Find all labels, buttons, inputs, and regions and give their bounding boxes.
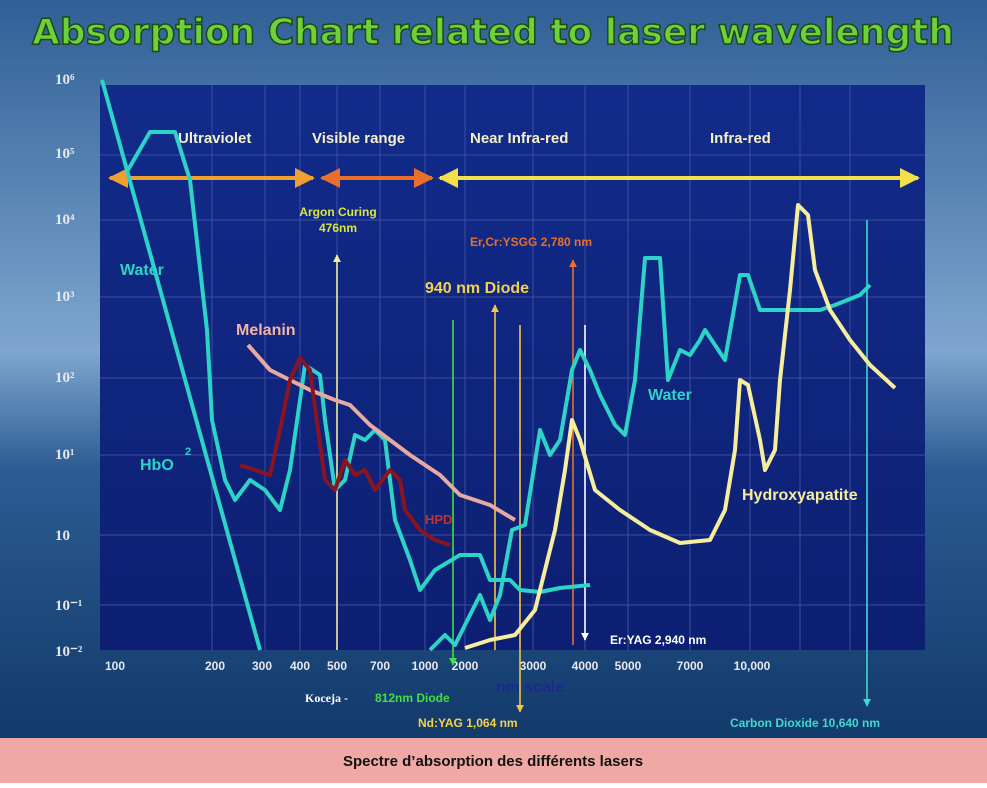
- laser-label: 476nm: [319, 221, 357, 235]
- y-label: 10: [55, 528, 70, 544]
- region-label: Near Infra-red: [470, 130, 568, 147]
- x-label: 7000: [677, 659, 704, 673]
- curve-label: HPD: [425, 512, 452, 527]
- laser-label: 812nm Diode: [375, 691, 450, 705]
- laser-label: Nd:YAG 1,064 nm: [418, 716, 518, 730]
- curve-label: Water: [120, 262, 164, 279]
- x-label: 5000: [615, 659, 642, 673]
- x-label: 500: [327, 659, 347, 673]
- laser-label: 940 nm Diode: [425, 280, 529, 297]
- plot-area: [100, 85, 925, 650]
- y-label: 10⁻²: [55, 644, 83, 660]
- laser-label: Er,Cr:YSGG 2,780 nm: [470, 235, 592, 249]
- y-label: 10³: [55, 289, 75, 305]
- x-label: 700: [370, 659, 390, 673]
- x-label: 2000: [452, 659, 479, 673]
- x-unit: nm scale: [496, 679, 565, 696]
- laser-label: Argon Curing: [299, 205, 376, 219]
- x-label: 100: [105, 659, 125, 673]
- y-label: 10⁵: [55, 146, 75, 162]
- caption: Spectre d’absorption des différents lase…: [343, 753, 643, 770]
- x-label: 1000: [412, 659, 439, 673]
- y-label: 10²: [55, 370, 75, 386]
- region-label: Infra-red: [710, 130, 771, 147]
- curve-label: HbO: [140, 457, 174, 474]
- curve-label: Water: [648, 387, 692, 404]
- title: Absorption Chart related to laser wavele…: [32, 12, 954, 53]
- laser-label: Koceja -: [305, 691, 348, 705]
- curve-label: Hydroxyapatite: [742, 487, 858, 504]
- x-label: 3000: [520, 659, 547, 673]
- region-label: Ultraviolet: [178, 130, 251, 147]
- y-label: 10⁻¹: [55, 598, 82, 614]
- curve-label: Melanin: [236, 322, 296, 339]
- y-label: 10⁴: [55, 212, 75, 228]
- curve-label: 2: [185, 446, 191, 458]
- laser-label: Er:YAG 2,940 nm: [610, 633, 706, 647]
- x-label: 400: [290, 659, 310, 673]
- slide: Absorption Chart related to laser wavele…: [0, 0, 987, 783]
- x-label: 10,000: [734, 659, 771, 673]
- y-label: 10⁶: [55, 72, 75, 88]
- laser-label: Carbon Dioxide 10,640 nm: [730, 716, 880, 730]
- x-label: 300: [252, 659, 272, 673]
- x-label: 200: [205, 659, 225, 673]
- region-label: Visible range: [312, 130, 405, 147]
- y-label: 10¹: [55, 447, 75, 463]
- x-label: 4000: [572, 659, 599, 673]
